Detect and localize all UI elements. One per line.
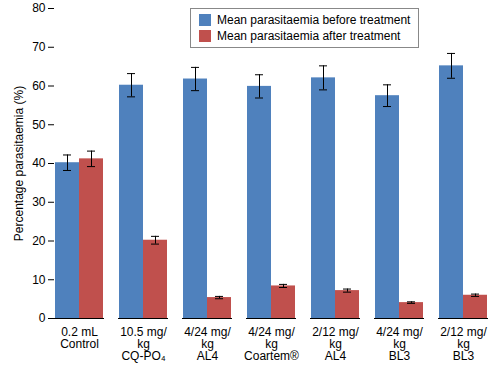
svg-text:0.2 mLControl: 0.2 mLControl — [60, 325, 99, 351]
svg-text:10: 10 — [32, 273, 46, 287]
svg-text:80: 80 — [32, 1, 46, 15]
svg-text:Percentage parasitaemia (%): Percentage parasitaemia (%) — [12, 86, 26, 241]
svg-text:4/24 mg/kgCoartem®: 4/24 mg/kgCoartem® — [244, 325, 299, 363]
svg-text:10.5 mg/kgCQ-PO₄: 10.5 mg/kgCQ-PO₄ — [120, 325, 167, 363]
svg-text:20: 20 — [32, 234, 46, 248]
svg-text:2/12 mg/kgAL4: 2/12 mg/kgAL4 — [312, 325, 359, 363]
html-text:Mean parasitaemia before treat: Mean parasitaemia before treatment — [217, 13, 411, 27]
svg-text:2/12 mg/kgBL3: 2/12 mg/kgBL3 — [440, 325, 487, 363]
svg-text:50: 50 — [32, 118, 46, 132]
svg-text:0: 0 — [39, 311, 46, 325]
svg-text:4/24 mg/kgBL3: 4/24 mg/kgBL3 — [376, 325, 423, 363]
svg-text:70: 70 — [32, 40, 46, 54]
svg-text:60: 60 — [32, 79, 46, 93]
svg-text:4/24 mg/kgAL4: 4/24 mg/kgAL4 — [184, 325, 231, 363]
svg-text:40: 40 — [32, 156, 46, 170]
html-text:Mean parasitaemia after treatm: Mean parasitaemia after treatment — [217, 29, 401, 43]
svg-text:30: 30 — [32, 195, 46, 209]
